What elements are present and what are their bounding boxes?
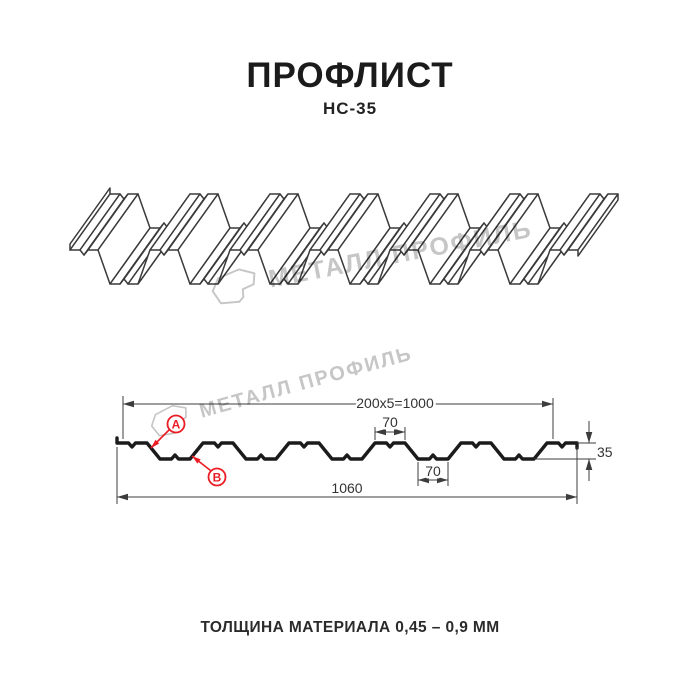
sheet-3d-view	[69, 187, 619, 285]
thickness-note: ТОЛЩИНА МАТЕРИАЛА 0,45 – 0,9 ММ	[200, 619, 500, 636]
dimension-label-height: 35	[597, 444, 613, 460]
dimension-rib-bottom: 70	[417, 461, 449, 486]
dimension-overall-width: 1060	[116, 447, 578, 504]
callout-a-circle	[166, 414, 186, 434]
dimension-label-overall-width: 1060	[331, 480, 362, 496]
cross-section-profile	[115, 436, 579, 461]
dimension-label-working-width: 200x5=1000	[356, 395, 434, 411]
callout-b: B	[191, 455, 227, 487]
page-title: ПРОФЛИСТ	[246, 56, 454, 95]
dimension-height: 35	[534, 421, 615, 481]
dimension-label-rib-top: 70	[382, 414, 398, 430]
dimension-label-rib-bottom: 70	[425, 463, 441, 479]
callout-b-circle	[207, 467, 227, 487]
callout-b-label: B	[213, 471, 222, 485]
dimension-rib-top: 70	[374, 412, 406, 440]
dimension-working-width: 200x5=1000	[122, 393, 554, 439]
callout-a: A	[150, 414, 186, 449]
callout-a-label: A	[172, 418, 181, 432]
profile-model-label: НС-35	[322, 99, 378, 118]
